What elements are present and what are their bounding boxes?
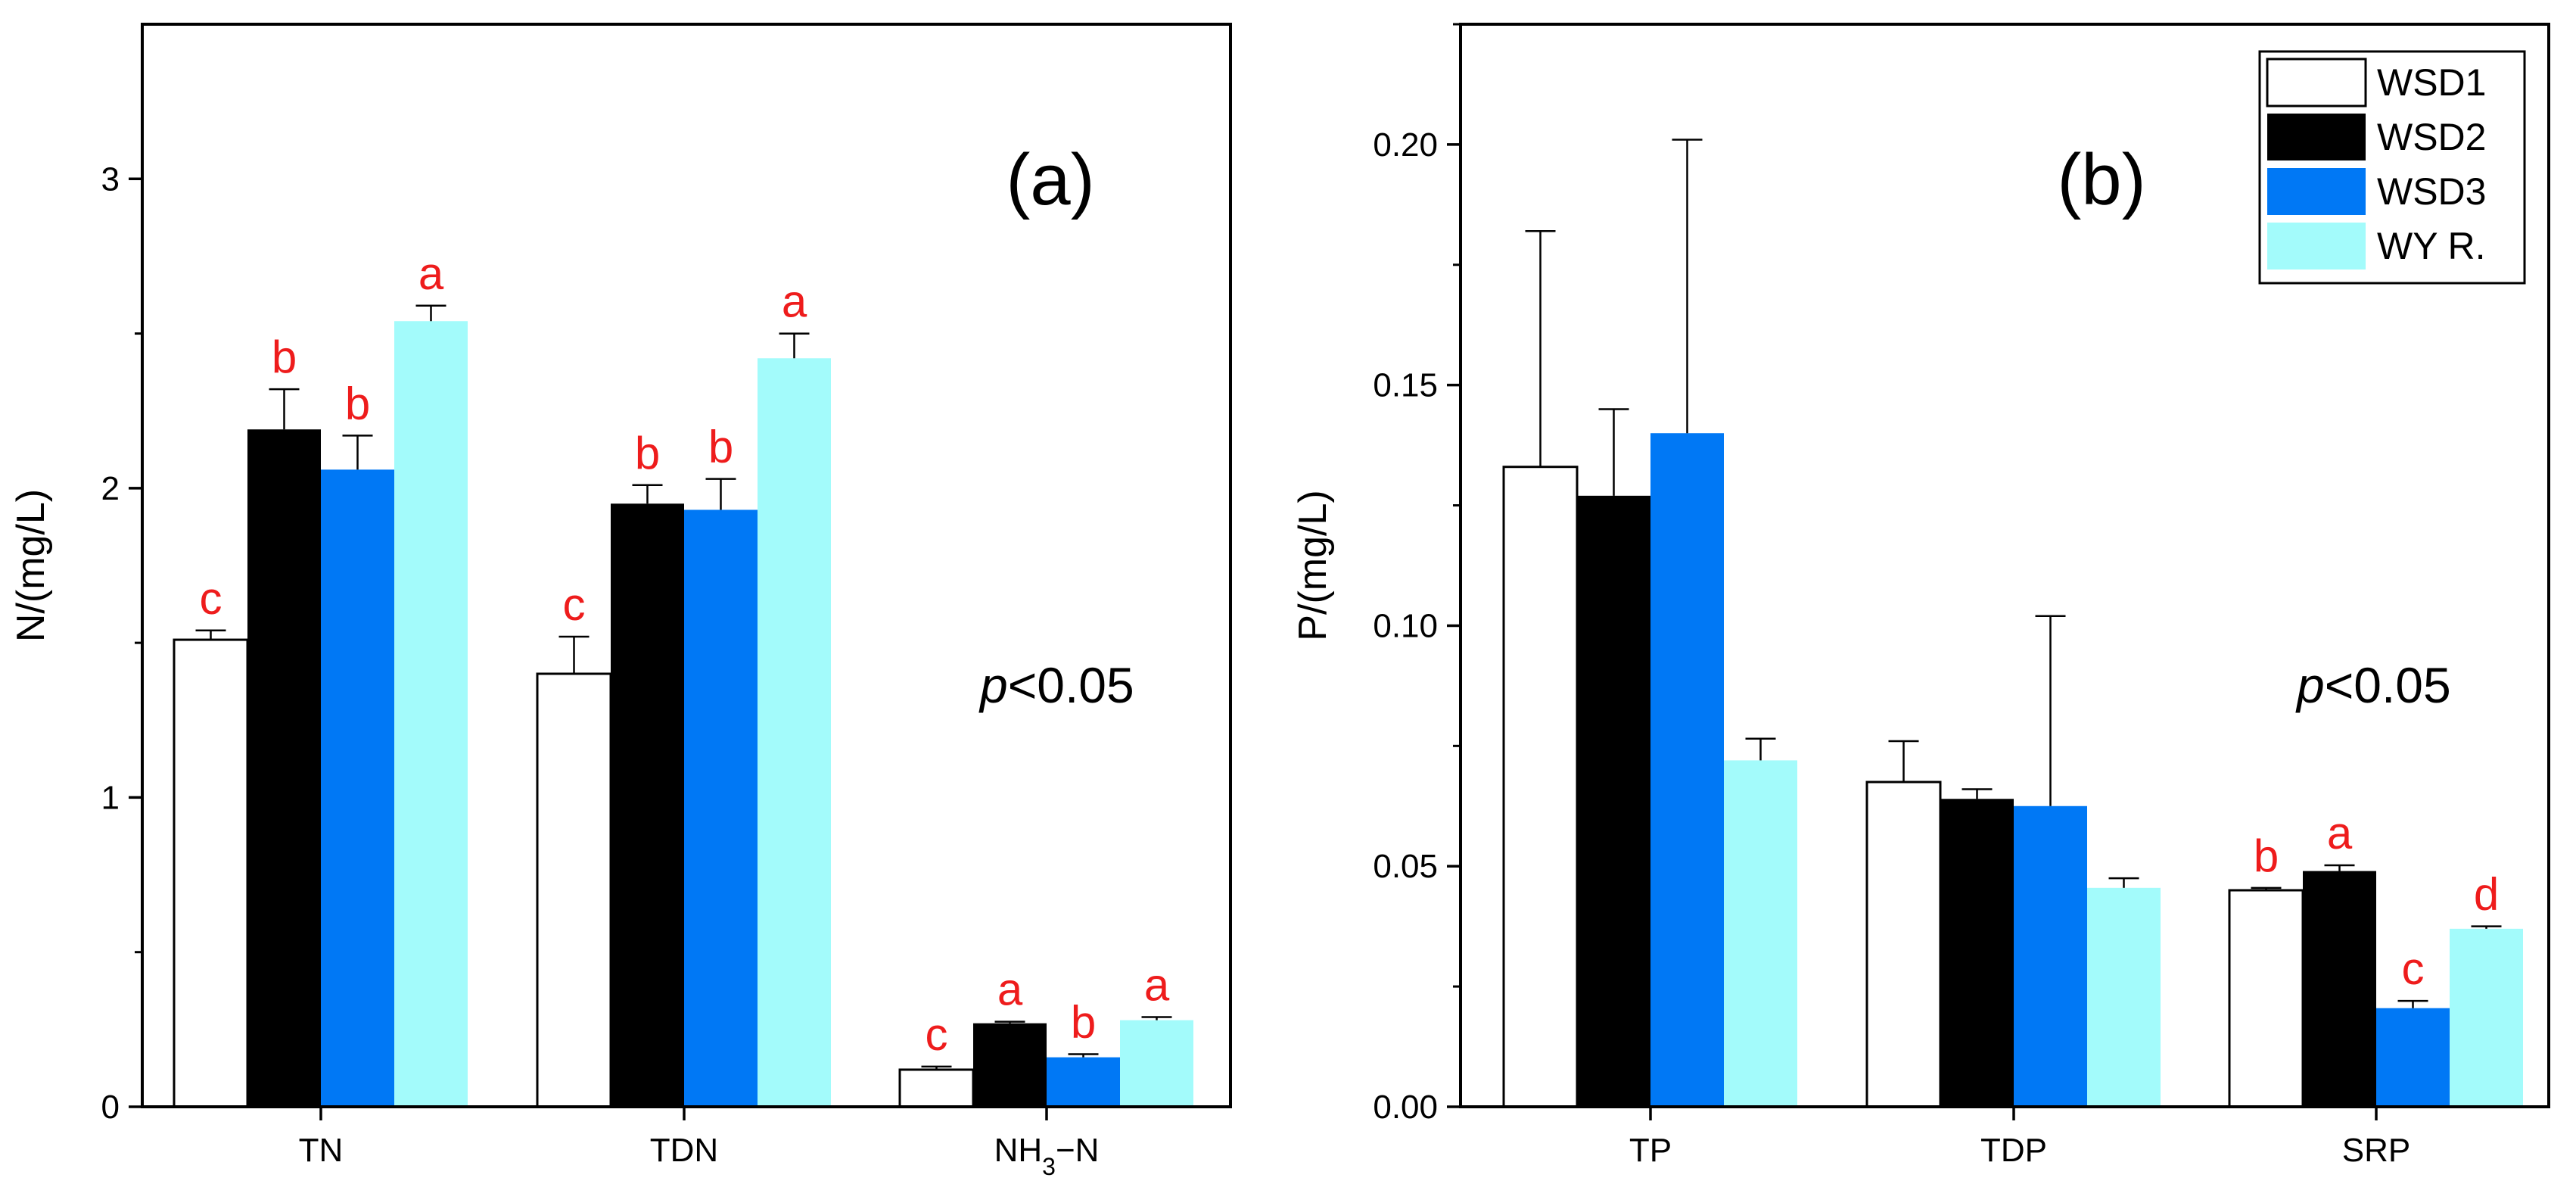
x-tick-label: TN [299, 1132, 344, 1169]
bar-wsd1-tdn [536, 672, 612, 1108]
y-tick-label: 2 [101, 470, 120, 507]
bar-wy-r-srp [2450, 928, 2523, 1107]
significance-letter: b [708, 422, 733, 472]
legend-label-wsd1: WSD1 [2377, 61, 2486, 104]
legend-label-wsd2: WSD2 [2377, 116, 2486, 158]
significance-letter: b [635, 428, 660, 478]
y-tick-label: 3 [101, 160, 120, 198]
significance-letter: b [2254, 830, 2279, 881]
y-tick-label: 1 [101, 779, 120, 816]
significance-letter: a [997, 964, 1023, 1015]
y-axis-title: P/(mg/L) [1291, 490, 1335, 640]
bar-wsd3-nh3-n [1047, 1057, 1120, 1107]
significance-letter: c [200, 573, 222, 624]
x-tick-label: TDP [1980, 1132, 2047, 1169]
legend-swatch-wsd2 [2267, 114, 2366, 160]
significance-letter: d [2474, 869, 2499, 920]
bar-wsd2-tn [247, 429, 321, 1107]
bar-wsd3-tdp [2014, 805, 2087, 1107]
bar-wsd3-tn [321, 469, 394, 1107]
bar-wy-r-tdn [758, 358, 831, 1107]
x-tick-label: TDN [650, 1132, 718, 1169]
legend-label-wy-r: WY R. [2377, 225, 2486, 267]
bar-wsd1-srp [2228, 889, 2304, 1108]
significance-letter: b [272, 332, 297, 382]
bar-wsd2-tdn [611, 503, 684, 1107]
significance-letter: b [1071, 997, 1096, 1048]
significance-letter: c [563, 579, 586, 630]
bar-wsd1-nh3-n [898, 1068, 975, 1108]
x-tick-label: NH3−N [994, 1132, 1100, 1180]
significance-letter: a [1144, 960, 1170, 1011]
legend: WSD1 WSD2 WSD3 WY R. [2258, 50, 2526, 285]
y-axis-title: N/(mg/L) [9, 489, 53, 642]
y-tick-label: 0.00 [1373, 1089, 1438, 1126]
panel-label: (a) [1006, 139, 1094, 220]
p-value-annotation: p<0.05 [978, 657, 1134, 713]
legend-swatch-wsd3 [2267, 168, 2366, 215]
panel-b: b a cd 0.00 0.05 0.10 0.15 0.20 TP TDP SRP P/(mg/L)… [1291, 23, 2550, 1169]
significance-letter: c [2402, 943, 2425, 994]
y-tick-label: 0.10 [1373, 607, 1438, 644]
y-tick-label: 0.20 [1373, 126, 1438, 164]
bar-wy-r-nh3-n [1120, 1020, 1193, 1107]
bar-wsd3-tdn [684, 509, 758, 1107]
plot-frame [1459, 23, 2550, 1108]
bar-wsd2-tdp [1940, 799, 2014, 1107]
bar-wsd2-srp [2303, 871, 2376, 1107]
p-value-annotation: p<0.05 [2295, 657, 2451, 713]
x-tick-label: TP [1629, 1132, 1672, 1169]
bar-wsd2-tp [1577, 495, 1650, 1107]
significance-letter: c [926, 1009, 948, 1060]
legend-label-wsd3: WSD3 [2377, 170, 2486, 213]
significance-letter: a [418, 248, 444, 299]
significance-letter: a [782, 276, 807, 327]
bar-wsd2-nh3-n [973, 1023, 1047, 1107]
bar-wy-r-tn [394, 321, 468, 1108]
bar-wsd3-tp [1650, 433, 1724, 1107]
y-tick-label: 0.05 [1373, 848, 1438, 885]
y-tick-label: 0.15 [1373, 367, 1438, 404]
bar-wy-r-tp [1724, 760, 1797, 1107]
bar-wy-r-tdp [2087, 887, 2161, 1107]
significance-letter: a [2327, 808, 2353, 858]
x-tick-label: SRP [2342, 1132, 2410, 1169]
significance-letter: b [345, 378, 370, 428]
plot-frame [141, 23, 1232, 1108]
legend-swatch-wsd1 [2266, 58, 2367, 107]
panel-label: (b) [2057, 139, 2145, 220]
bar-wsd1-tdp [1865, 781, 1942, 1108]
legend-swatch-wy-r [2267, 223, 2366, 270]
bar-wsd3-srp [2376, 1008, 2450, 1107]
bar-wsd1-tp [1502, 466, 1579, 1108]
y-tick-label: 0 [101, 1089, 120, 1126]
bar-wsd1-tn [173, 638, 249, 1108]
